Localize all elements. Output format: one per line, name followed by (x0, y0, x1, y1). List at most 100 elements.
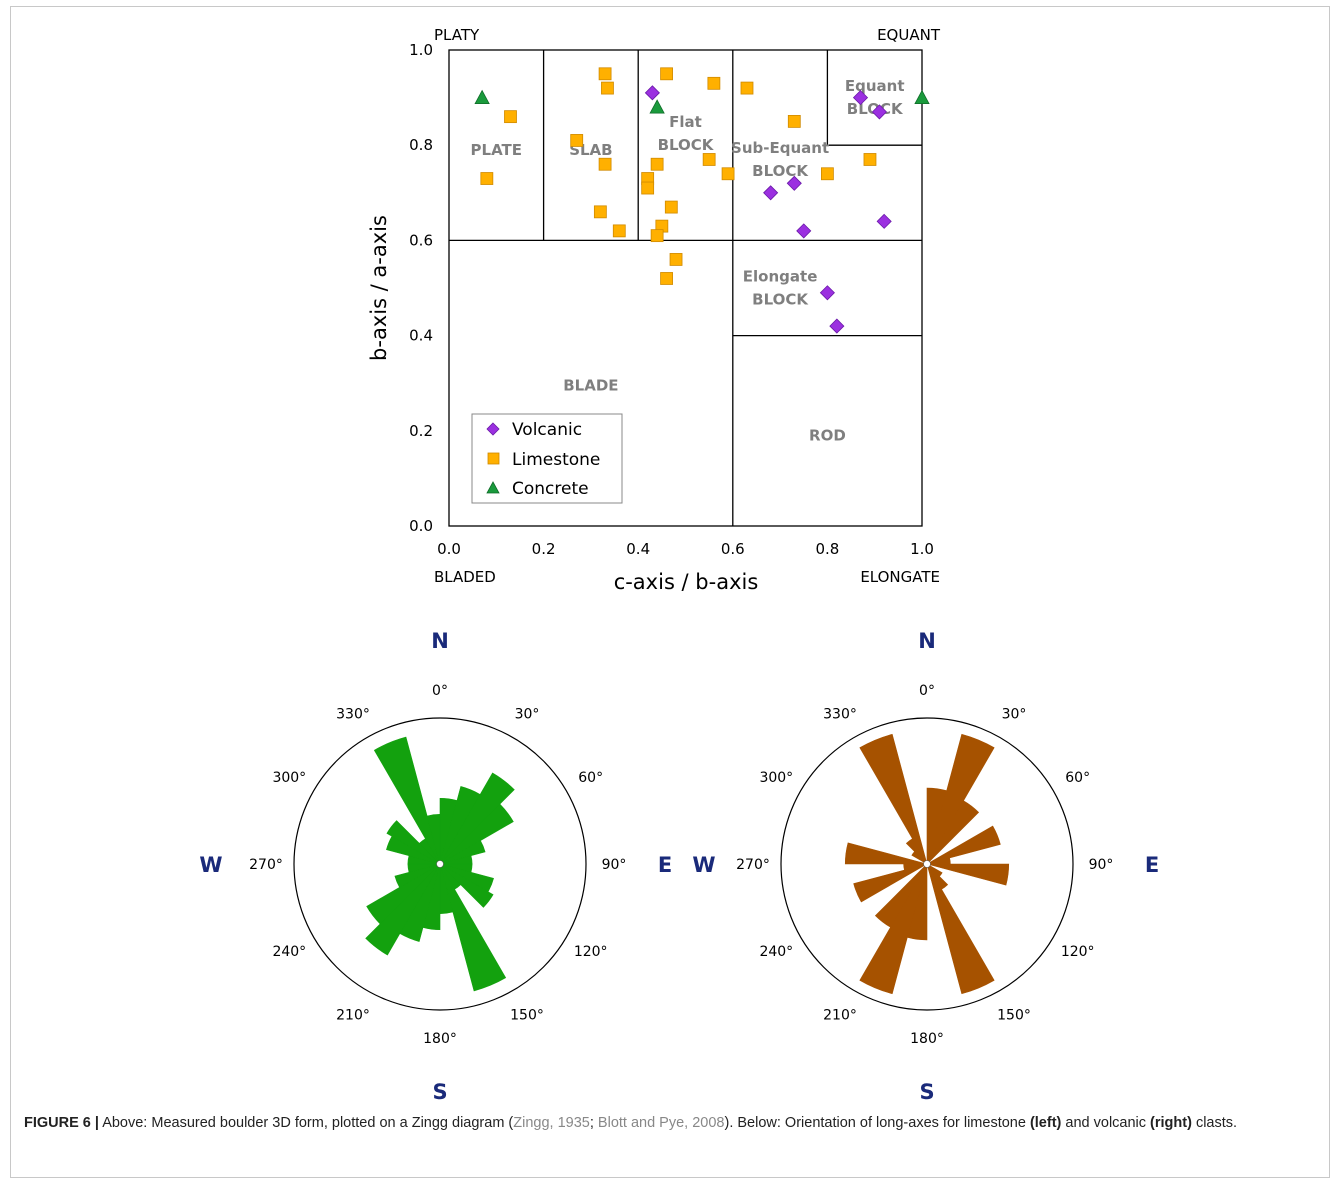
rose-right-petal (926, 825, 1001, 865)
rose-left-angle-label: 270° (249, 857, 283, 873)
caption-text-2: ). Below: Orientation of long-axes for l… (724, 1115, 1030, 1131)
point-volcanic (876, 213, 892, 229)
rose-left-angle-labels: 0° 30° 60° 90° 120° 150° 180° 210° 240° 270° 300° 3… (249, 683, 626, 1047)
rose-right-angle-label: 0° (919, 683, 935, 699)
point-volcanic (786, 175, 802, 191)
y-tick-label: 1.0 (409, 41, 433, 59)
rose-left-angle-label: 240° (272, 944, 306, 960)
rose-right-petal (874, 863, 928, 928)
x-tick-label: 0.0 (437, 540, 461, 558)
rose-left-label-w: W (199, 853, 222, 877)
region-label-rod: ROD (809, 427, 846, 445)
x-tick-label: 1.0 (910, 540, 934, 558)
point-limestone (612, 224, 626, 238)
y-tick-label: 0.4 (409, 327, 433, 345)
rose-left-petal (394, 863, 441, 888)
point-limestone (650, 229, 664, 243)
y-tick-label: 0.6 (409, 231, 433, 249)
rose-right-label-n: N (918, 629, 936, 653)
caption-citation-zingg[interactable]: Zingg, 1935 (513, 1115, 590, 1131)
rose-right-angle-label: 240° (759, 944, 793, 960)
point-limestone (863, 153, 877, 166)
rose-right-angle-label: 90° (1089, 857, 1114, 873)
figure-caption: FIGURE 6 | Above: Measured boulder 3D fo… (24, 1113, 1320, 1134)
rose-right-angle-label: 300° (759, 770, 793, 786)
rose-right-label-w: W (692, 853, 715, 877)
zingg-tick-labels: 0.0 0.2 0.4 0.6 0.8 1.0 0.0 0.2 0.4 0.6 0.8 1.0 (409, 41, 934, 558)
rose-right-petal (853, 863, 928, 903)
rose-right-petal (926, 733, 995, 865)
rose-volcanic: N S W E 0° 30° 60° 90° 120° 150° 180° 210° 240° 2… (692, 629, 1159, 1104)
point-limestone (660, 272, 673, 285)
rose-right-petal (926, 863, 1010, 886)
y-tick-label: 0.8 (409, 136, 433, 154)
point-limestone (641, 181, 655, 195)
y-tick-label: 0.2 (409, 422, 433, 440)
rose-left-angle-label: 120° (574, 944, 608, 960)
rose-left-angle-label: 180° (423, 1031, 457, 1047)
region-label-flat-block-line-1: Flat (669, 113, 702, 131)
point-limestone (740, 81, 754, 95)
figure-frame (10, 6, 1330, 1178)
rose-left-label-s: S (432, 1080, 447, 1104)
rose-right-angle-label: 60° (1065, 770, 1090, 786)
legend: Volcanic Limestone Concrete (471, 413, 623, 504)
point-limestone (598, 67, 612, 81)
rose-right-angle-label: 270° (736, 857, 770, 873)
point-volcanic (829, 318, 845, 334)
point-concrete (474, 89, 490, 104)
legend-marker-limestone (487, 452, 500, 465)
point-volcanic (819, 285, 835, 301)
rose-right-angle-label: 180° (910, 1031, 944, 1047)
rose-left-center (436, 860, 444, 868)
rose-left-petal (439, 803, 514, 865)
point-limestone (669, 253, 683, 266)
caption-text-4: clasts. (1191, 1115, 1238, 1131)
rose-left-angle-label: 300° (272, 770, 306, 786)
y-axis-title: b-axis / a-axis (367, 215, 391, 361)
rose-left-petal (439, 863, 507, 992)
legend-label-concrete: Concrete (512, 479, 589, 499)
point-limestone (598, 157, 612, 171)
legend-marker-volcanic (486, 422, 500, 436)
x-tick-label: 0.8 (815, 540, 839, 558)
caption-citation-blott-pye[interactable]: Blott and Pye, 2008 (597, 1115, 725, 1131)
point-limestone (650, 157, 664, 171)
rose-left-angle-label: 30° (515, 706, 540, 722)
point-limestone (707, 76, 721, 90)
rose-right-angle-label: 210° (823, 1008, 857, 1024)
region-label-equant-block-line-1: Equant (845, 77, 905, 95)
point-volcanic (644, 85, 660, 101)
region-label-plate: PLATE (471, 141, 522, 159)
corner-label-equant: EQUANT (877, 26, 941, 44)
point-limestone (821, 167, 834, 181)
point-concrete (914, 89, 930, 104)
rose-left-petals (365, 736, 515, 992)
rose-left-angle-label: 60° (578, 770, 603, 786)
rose-right-center (923, 860, 931, 868)
rose-right-angle-labels: 0° 30° 60° 90° 120° 150° 180° 210° 240° 270° 300° 3… (736, 683, 1113, 1047)
corner-label-bladed: BLADED (434, 568, 496, 586)
rose-left-angle-label: 210° (336, 1008, 370, 1024)
x-tick-label: 0.4 (626, 540, 650, 558)
rose-right-angle-label: 120° (1061, 944, 1095, 960)
rose-limestone: N S W E 0° 30° 60° 90° 120° 150° 180° 210° 240° 2… (199, 629, 672, 1104)
point-limestone (660, 67, 673, 81)
rose-left-petal (386, 820, 441, 865)
region-label-sub-equant-block-line-1: Sub-Equant (731, 139, 829, 157)
point-limestone (664, 200, 678, 214)
rose-right-petal (859, 863, 928, 995)
rose-left-petal (439, 772, 515, 865)
rose-right-label-e: E (1145, 853, 1159, 877)
caption-bold-left: (left) (1029, 1115, 1062, 1131)
point-limestone (480, 172, 494, 185)
region-label-elongate-block-line-2: BLOCK (752, 291, 809, 309)
zingg-region-boxes (448, 49, 923, 527)
region-label-sub-equant-block-line-2: BLOCK (752, 162, 809, 180)
point-limestone (721, 167, 735, 181)
rose-left-angle-label: 90° (602, 857, 627, 873)
x-tick-label: 0.6 (721, 540, 745, 558)
caption-separator: ; (589, 1115, 598, 1131)
